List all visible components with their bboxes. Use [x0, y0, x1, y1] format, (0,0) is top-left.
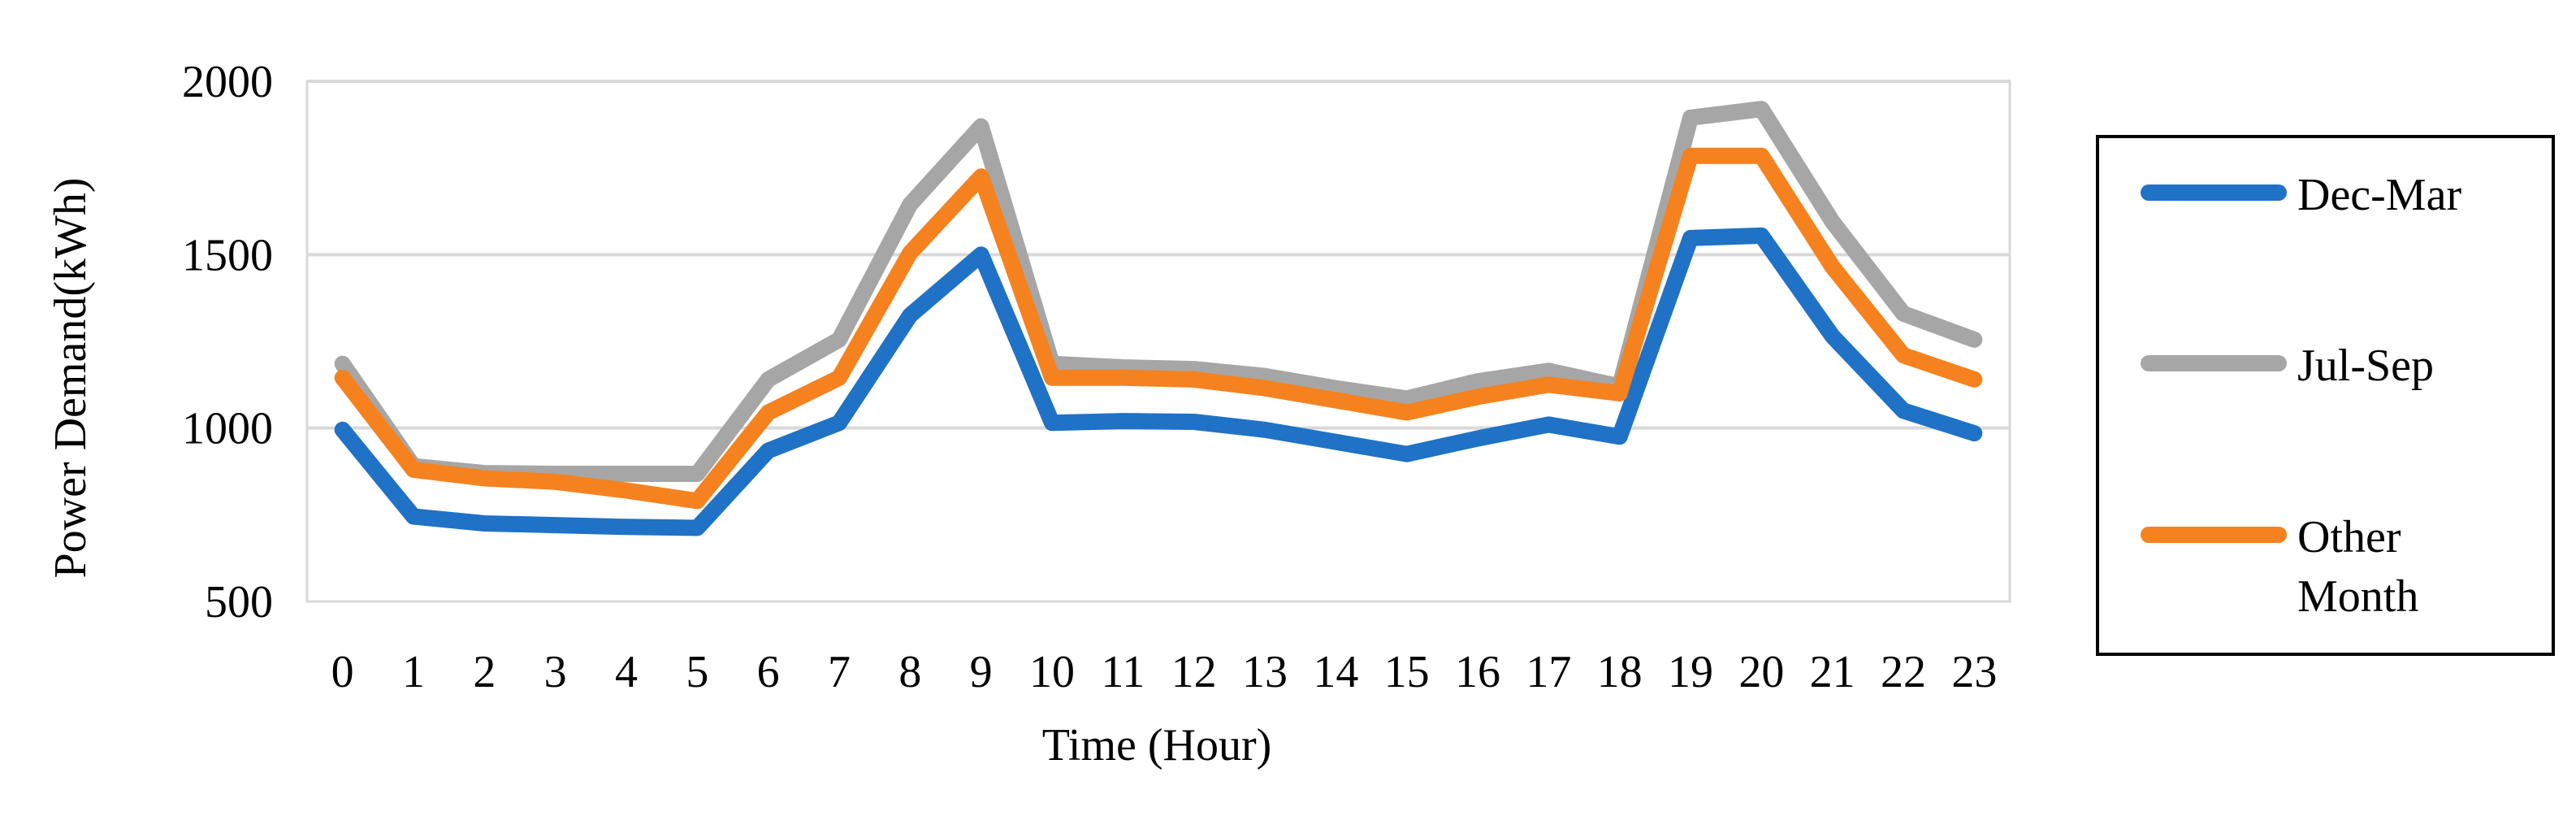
- y-tick-label: 1000: [182, 404, 273, 454]
- legend-label: Jul-Sep: [2297, 341, 2434, 391]
- x-tick-label: 19: [1668, 647, 1713, 697]
- series-lines: [334, 101, 1983, 536]
- legend: Dec-Mar Jul-Sep Other Month: [2096, 135, 2555, 656]
- x-tick-label: 0: [331, 647, 354, 697]
- x-tick-label: 21: [1810, 647, 1855, 697]
- plot-area: [305, 80, 2011, 603]
- x-tick-label: 8: [898, 647, 921, 697]
- x-tick-label: 12: [1171, 647, 1217, 697]
- x-tick-label: 6: [757, 647, 780, 697]
- x-tick-label: 3: [544, 647, 567, 697]
- legend-box: [2096, 135, 2555, 656]
- x-tick-label: 9: [970, 647, 993, 697]
- x-tick-label: 20: [1738, 647, 1784, 697]
- x-tick-label: 22: [1881, 647, 1926, 697]
- x-tick-label: 7: [828, 647, 851, 697]
- x-tick-label: 4: [615, 647, 638, 697]
- y-tick-label: 500: [205, 577, 273, 627]
- x-tick-label: 15: [1384, 647, 1430, 697]
- y-tick-label: 1500: [182, 230, 273, 280]
- legend-label: Other: [2297, 512, 2401, 562]
- axes: [305, 80, 2011, 603]
- x-tick-label: 13: [1242, 647, 1288, 697]
- y-tick-label: 2000: [182, 57, 273, 107]
- x-tick-label: 18: [1597, 647, 1643, 697]
- x-tick-label: 17: [1526, 647, 1571, 697]
- x-tick-label: 1: [402, 647, 425, 697]
- legend-label: Month: [2297, 571, 2418, 622]
- x-tick-label: 5: [686, 647, 708, 697]
- legend-label: Dec-Mar: [2297, 170, 2461, 220]
- x-tick-label: 11: [1101, 647, 1145, 697]
- x-tick-label: 14: [1313, 647, 1358, 697]
- x-tick-label: 10: [1029, 647, 1075, 697]
- y-axis-title: Power Demand(kWh): [45, 178, 96, 579]
- x-axis-title: Time (Hour): [1042, 720, 1272, 770]
- series-line-other-month: [334, 147, 1983, 510]
- x-tick-label: 2: [473, 647, 496, 697]
- x-tick-label: 16: [1455, 647, 1500, 697]
- series-line-dec-mar: [334, 227, 1983, 536]
- x-tick-label: 23: [1951, 647, 1997, 697]
- series-line-jul-sep: [334, 101, 1983, 482]
